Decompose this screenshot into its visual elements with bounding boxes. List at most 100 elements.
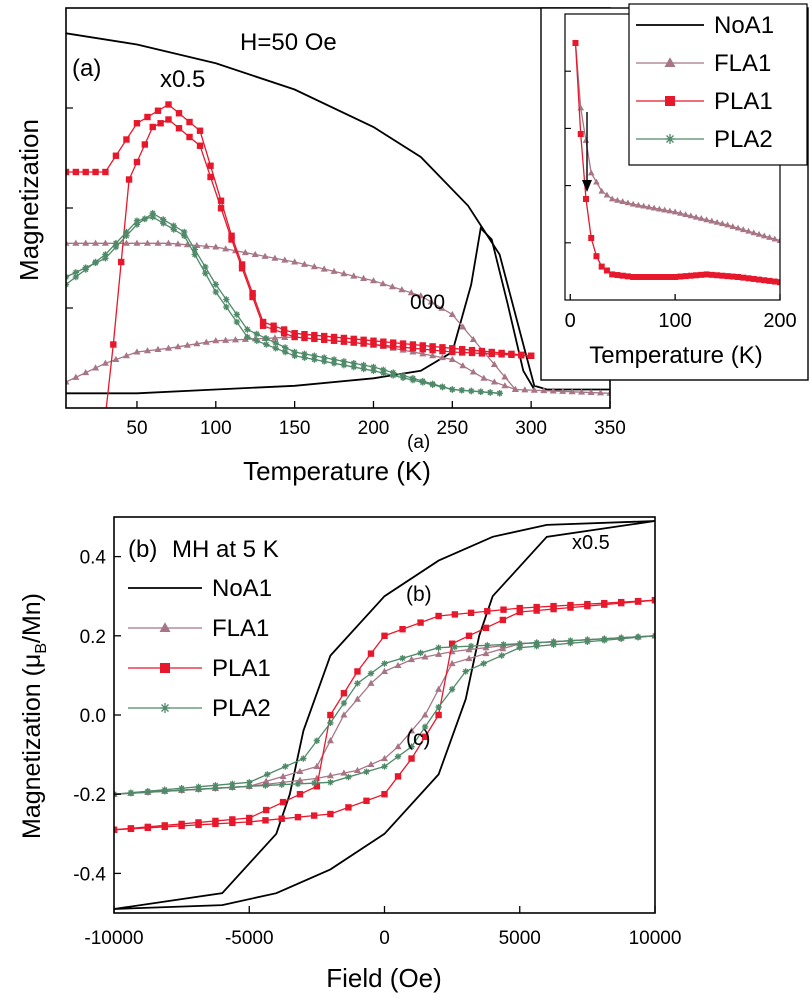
panel-a-series-pla1-point: [429, 343, 436, 350]
legend-label-b-pla2: PLA2: [212, 695, 271, 722]
legend-label-b-fla1: FLA1: [212, 615, 269, 642]
panel-a-series-pla2-point: [82, 266, 89, 273]
panel-b-series-pla2-point: [435, 703, 442, 711]
panel-b-series-pla2-point: [381, 763, 388, 770]
panel-a-series-fla1-point: [66, 239, 70, 246]
inset-series-fla1-point: [734, 224, 742, 231]
panel-a-series-pla1-point: [144, 113, 151, 121]
panel-a-series-fla1-point: [82, 239, 90, 246]
panel-b-series-pla1-point: [278, 815, 285, 822]
panel-b-series-pla1-point: [394, 773, 402, 780]
panel-a-series-pla2-point: [102, 255, 109, 262]
panel-a-series-pla1-point: [149, 123, 156, 131]
inset-series-fla1-point: [703, 216, 710, 223]
panel-b-y-label-text: Magnetization (μB/Mn): [18, 593, 50, 839]
panel-a-series-fla1-point: [429, 352, 437, 359]
panel-a-series-pla1-point: [399, 340, 407, 347]
panel-a-title: H=50 Oe: [240, 29, 337, 56]
panel-a-series-pla1-point: [117, 258, 125, 266]
panel-a-series-fla1-point: [212, 337, 220, 344]
inset-series-pla1-point: [666, 274, 673, 280]
panel-b-series-pla2-point: [229, 784, 236, 791]
panel-a-series-pla1-point: [249, 293, 256, 301]
inset-series-fla1-point: [766, 234, 773, 240]
legend-marker-b-fla1: [159, 622, 171, 632]
panel-a-series-pla1-point: [449, 345, 456, 352]
panel-a-series-fla1-point: [271, 254, 279, 261]
panel-a-series-pla2-point: [112, 243, 120, 251]
panel-a-series-pla2-point: [149, 210, 156, 217]
panel-a-series-fla1-point: [398, 286, 406, 293]
panel-a-annotation-scale: x0.5: [160, 66, 205, 93]
panel-b-series-noa1-line: [114, 520, 655, 910]
panel-a-series-pla1-point: [488, 350, 495, 358]
panel-a-series-pla2-point: [141, 215, 149, 223]
panel-a-series-pla1-point: [458, 349, 466, 356]
legend-marker-a-pla2: [665, 134, 675, 144]
inset-series-pla1-point: [619, 272, 626, 279]
panel-a-series-pla2-point: [123, 228, 130, 236]
panel-b-series-pla1-point: [381, 791, 388, 798]
panel-b-series-pla1-point: [310, 812, 318, 819]
panel-a-series-fla1-point: [540, 386, 548, 394]
panel-b-series-pla2-point: [462, 668, 469, 675]
inset-series-fla1-point: [614, 196, 621, 203]
panel-b-x-tick-label: 5000: [499, 928, 541, 949]
panel-a-series-pla2-point: [301, 354, 308, 361]
panel-a-series-pla1-point: [110, 341, 117, 348]
panel-a-series-pla1-point: [449, 348, 456, 356]
inset-series-pla1-point: [693, 272, 700, 279]
legend-label-a-pla2: PLA2: [714, 126, 773, 153]
panel-a-series-pla1-point: [330, 337, 338, 344]
panel-a-series-fla1-point: [350, 272, 358, 279]
panel-b-series-pla2-point: [516, 644, 523, 651]
panel-a-series-pla2-point: [263, 341, 270, 348]
panel-a-series-pla1-point: [125, 176, 133, 183]
panel-a-series-fla1-point: [72, 239, 80, 246]
panel-b-series-pla2-point: [617, 635, 625, 642]
panel-a-series-fla1-point: [154, 345, 162, 353]
panel-b-series-pla2-point: [567, 640, 574, 647]
panel-b-series-pla1-point: [127, 825, 135, 833]
inset-series-pla1-point: [603, 267, 610, 274]
panel-b-series-noa1-line: [114, 520, 655, 910]
panel-a-series-fla1-point: [202, 242, 210, 249]
panel-a-series-pla2-point: [340, 361, 348, 369]
panel-a-series-fla1-point: [122, 352, 130, 359]
panel-b-series-fla1-point: [421, 653, 429, 660]
panel-a-series-pla1-point: [72, 168, 80, 176]
panel-a-series-fla1-point: [597, 389, 605, 396]
panel-a-series-pla2-point: [330, 356, 338, 363]
panel-a-series-pla1-point: [280, 326, 288, 333]
inset-series-fla1-point: [598, 187, 606, 194]
inset-series-pla1-point: [677, 273, 684, 280]
panel-b-series-pla1-point: [114, 826, 118, 834]
panel-b-series-pla2-point: [516, 640, 523, 647]
panel-a-series-fla1-point: [122, 239, 130, 246]
panel-b-series-fla1-point: [482, 649, 490, 657]
panel-a-series-pla2-point: [233, 311, 241, 318]
panel-a-series-fla1-point: [174, 343, 182, 350]
panel-b-series-pla2-point: [282, 763, 289, 770]
panel-b-series-fla1-point: [326, 772, 334, 779]
panel-a-series-pla1-point: [238, 261, 246, 268]
inset-series-pla1-point: [598, 263, 605, 270]
panel-b-y-tick-label: 0.4: [80, 548, 107, 569]
legend-label-a-noa1: NoA1: [714, 12, 774, 39]
panel-b-series-pla2-point: [161, 788, 168, 795]
panel-a-series-pla2-point: [72, 269, 80, 276]
panel-b-series-pla2-point: [448, 686, 456, 693]
panel-a-series-pla1-point: [141, 141, 149, 148]
panel-a-series-pla2-point: [272, 345, 279, 352]
inset-series-fla1-point: [619, 198, 626, 204]
panel-a-series-pla2-point: [419, 379, 426, 386]
panel-b-series-fla1-point: [313, 762, 321, 770]
panel-a-series-pla1-point: [370, 341, 377, 348]
panel-a-series-fla1-point: [448, 310, 456, 318]
panel-a-x-label: Temperature (K): [243, 456, 431, 486]
panel-b-series-pla1-point: [367, 650, 375, 657]
panel-a-series-pla1-point: [498, 351, 505, 358]
panel-b-series-pla1-point: [262, 806, 270, 814]
panel-b-y-tick-label: 0.2: [80, 627, 106, 648]
